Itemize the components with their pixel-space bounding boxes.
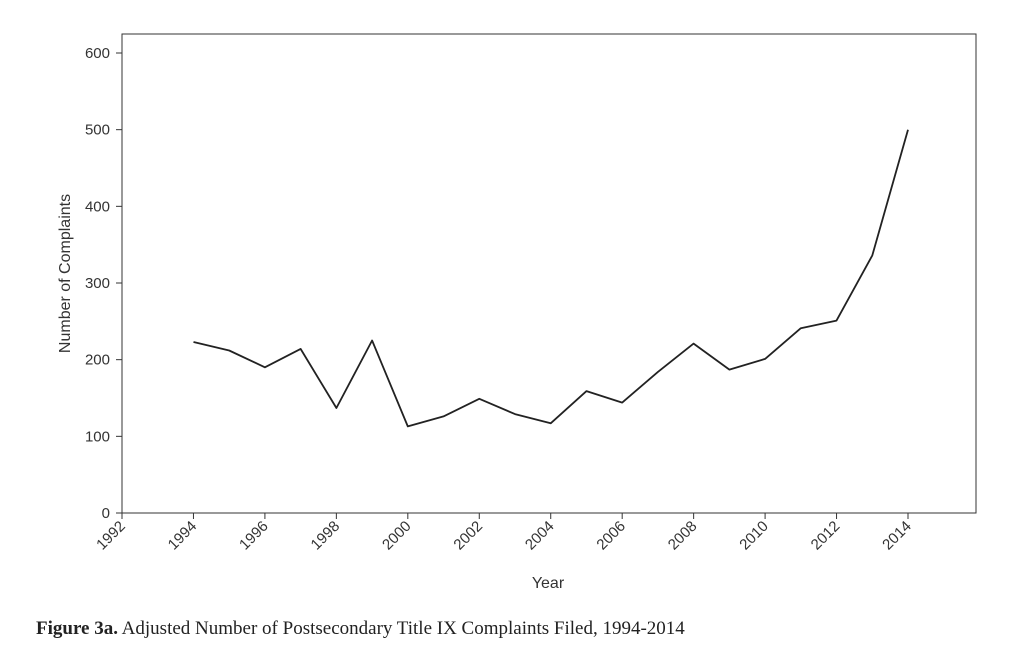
y-tick-label: 400 — [85, 198, 110, 215]
y-tick-label: 500 — [85, 122, 110, 139]
y-tick-label: 100 — [85, 428, 110, 445]
x-tick-label: 1994 — [165, 518, 201, 554]
y-tick-label: 0 — [102, 505, 110, 522]
x-tick-label: 2004 — [522, 518, 558, 554]
x-tick-label: 1998 — [308, 518, 344, 554]
x-tick-label: 2012 — [808, 518, 844, 554]
y-axis-title: Number of Complaints — [57, 194, 74, 353]
figure-caption-text: Adjusted Number of Postsecondary Title I… — [117, 618, 685, 639]
series-line — [193, 129, 909, 428]
figure-label: Figure 3a. — [36, 618, 118, 639]
x-tick-label: 2002 — [450, 518, 486, 554]
x-tick-label: 1996 — [236, 518, 272, 554]
figure-caption: Figure 3a. Adjusted Number of Postsecond… — [36, 618, 685, 640]
x-tick-label: 2006 — [593, 518, 629, 554]
y-axis: 0 100 200 300 400 500 600 — [85, 45, 122, 522]
y-tick-label: 300 — [85, 275, 110, 292]
y-tick-label: 200 — [85, 352, 110, 369]
series-lines — [193, 129, 909, 428]
x-tick-label: 1992 — [93, 518, 129, 554]
plot-area — [121, 33, 977, 514]
x-tick-label: 2008 — [665, 518, 701, 554]
x-axis: 1992 1994 1996 1998 2000 2002 2004 2006 2008 2010… — [93, 513, 915, 553]
x-tick-label: 2010 — [736, 518, 772, 554]
x-axis-title: Year — [532, 575, 565, 592]
x-tick-label: 2000 — [379, 518, 415, 554]
y-tick-label: 600 — [85, 45, 110, 62]
x-tick-label: 2014 — [879, 518, 915, 554]
